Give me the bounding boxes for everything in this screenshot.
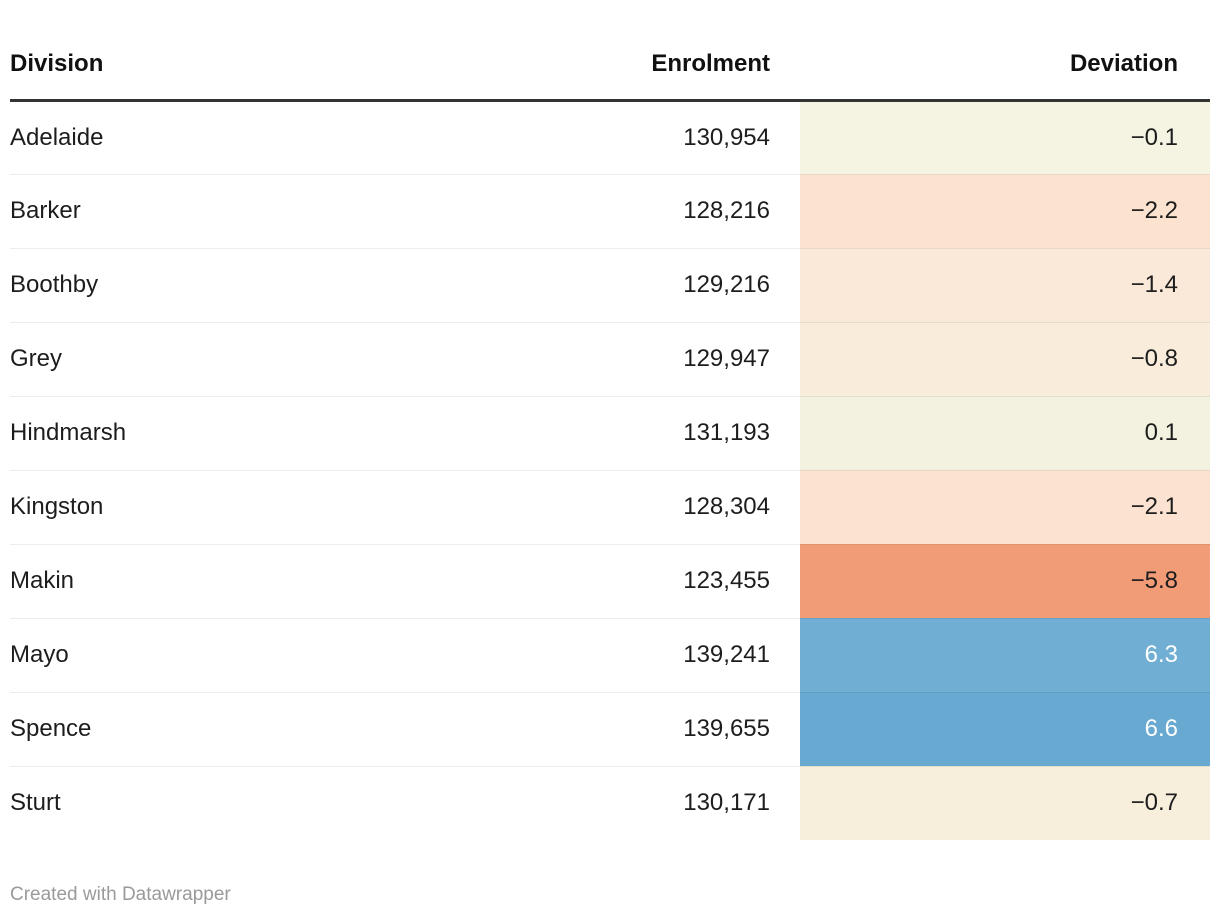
division-cell: Grey	[10, 322, 400, 397]
deviation-cell: −0.7	[800, 766, 1210, 840]
deviation-cell: −0.8	[800, 322, 1210, 397]
enrolment-cell: 131,193	[400, 396, 800, 471]
division-enrolment-table: Division Enrolment Deviation Adelaide 13…	[10, 30, 1210, 840]
enrolment-cell: 130,171	[683, 789, 770, 817]
division-cell: Mayo	[10, 618, 400, 693]
division-cell: Boothby	[10, 248, 400, 323]
table-row: Boothby 129,216 −1.4	[10, 248, 1210, 323]
deviation-cell: −2.2	[800, 174, 1210, 249]
table-row: Mayo 139,241 6.3	[10, 618, 1210, 693]
division-cell: Adelaide	[10, 100, 400, 175]
enrolment-cell: 123,455	[400, 544, 800, 619]
table-body: Adelaide 130,954 −0.1 Barker 128,216 −2.…	[10, 100, 1210, 840]
table-row: Makin 123,455 −5.8	[10, 544, 1210, 619]
enrolment-cell: 139,655	[400, 692, 800, 767]
enrolment-cell: 129,216	[400, 248, 800, 323]
enrolment-cell: 130,954	[400, 100, 800, 175]
column-header-division: Division	[10, 30, 400, 102]
table-header: Division Enrolment Deviation	[10, 30, 1210, 102]
table-row: Spence 139,655 6.6	[10, 692, 1210, 767]
table-row: Sturt 130,171 −0.7	[10, 766, 1210, 840]
enrolment-cell: 128,304	[400, 470, 800, 545]
deviation-cell: −1.4	[800, 248, 1210, 323]
division-cell: Sturt	[10, 789, 61, 817]
deviation-cell: −2.1	[800, 470, 1210, 545]
enrolment-cell: 128,216	[400, 174, 800, 249]
header-row: Division Enrolment Deviation	[10, 30, 1210, 102]
deviation-cell: 6.3	[800, 618, 1210, 693]
division-cell: Makin	[10, 544, 400, 619]
table-row: Kingston 128,304 −2.1	[10, 470, 1210, 545]
table-container: Division Enrolment Deviation Adelaide 13…	[10, 30, 1210, 840]
deviation-cell: 0.1	[800, 396, 1210, 471]
deviation-cell: −5.8	[800, 544, 1210, 619]
division-cell: Kingston	[10, 470, 400, 545]
column-header-enrolment: Enrolment	[400, 30, 800, 102]
table-row: Adelaide 130,954 −0.1	[10, 100, 1210, 175]
table-row: Grey 129,947 −0.8	[10, 322, 1210, 397]
division-cell: Spence	[10, 692, 400, 767]
enrolment-cell: 129,947	[400, 322, 800, 397]
deviation-cell: 6.6	[800, 692, 1210, 767]
division-cell: Barker	[10, 174, 400, 249]
division-cell: Hindmarsh	[10, 396, 400, 471]
table-row: Hindmarsh 131,193 0.1	[10, 396, 1210, 471]
deviation-cell: −0.1	[800, 100, 1210, 175]
enrolment-cell: 139,241	[400, 618, 800, 693]
datawrapper-attribution-link[interactable]: Created with Datawrapper	[10, 884, 231, 905]
column-header-deviation: Deviation	[800, 30, 1210, 102]
table-row: Barker 128,216 −2.2	[10, 174, 1210, 249]
